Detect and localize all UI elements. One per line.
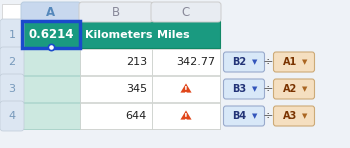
Text: B3: B3 [233, 84, 247, 94]
Text: 342.77: 342.77 [176, 57, 215, 67]
FancyBboxPatch shape [224, 106, 265, 126]
Text: A: A [47, 5, 56, 18]
FancyBboxPatch shape [0, 74, 24, 104]
Text: ÷: ÷ [263, 82, 273, 95]
FancyBboxPatch shape [273, 79, 315, 99]
Text: A3: A3 [282, 111, 297, 121]
Text: ▼: ▼ [252, 59, 258, 66]
Text: ÷: ÷ [263, 56, 273, 69]
Bar [152, 49, 220, 75]
Bar [22, 103, 80, 129]
FancyBboxPatch shape [224, 79, 265, 99]
FancyBboxPatch shape [273, 106, 315, 126]
Bar [80, 76, 152, 102]
Text: A2: A2 [282, 84, 297, 94]
Text: !: ! [184, 113, 188, 122]
Text: 2: 2 [8, 57, 15, 67]
FancyBboxPatch shape [273, 52, 315, 72]
FancyBboxPatch shape [0, 47, 24, 77]
Text: Kilometers: Kilometers [85, 29, 153, 40]
Text: Miles: Miles [157, 29, 190, 40]
FancyBboxPatch shape [0, 19, 24, 50]
Text: 3: 3 [8, 84, 15, 94]
Text: B2: B2 [233, 57, 247, 67]
Text: 1: 1 [8, 29, 15, 40]
Text: ▼: ▼ [302, 86, 308, 92]
Text: !: ! [184, 86, 188, 95]
Text: ▼: ▼ [302, 59, 308, 66]
Text: 213: 213 [126, 57, 147, 67]
Text: B: B [112, 5, 120, 18]
Text: 345: 345 [126, 84, 147, 94]
FancyBboxPatch shape [0, 101, 24, 131]
Text: B4: B4 [233, 111, 247, 121]
Text: 644: 644 [126, 111, 147, 121]
Bar [2, 4, 220, 129]
Bar [22, 76, 80, 102]
Bar [80, 103, 152, 129]
Polygon shape [180, 110, 191, 120]
Text: 0.6214: 0.6214 [28, 28, 74, 41]
Bar [22, 49, 80, 75]
FancyBboxPatch shape [224, 52, 265, 72]
Polygon shape [180, 83, 191, 93]
Text: ▼: ▼ [302, 114, 308, 119]
Text: ÷: ÷ [263, 110, 273, 123]
Bar [22, 21, 220, 48]
Text: A1: A1 [282, 57, 297, 67]
Bar [152, 103, 220, 129]
Text: 4: 4 [8, 111, 15, 121]
Bar [80, 49, 152, 75]
Text: ▼: ▼ [252, 86, 258, 92]
FancyBboxPatch shape [79, 2, 153, 22]
FancyBboxPatch shape [151, 2, 221, 22]
Bar [22, 21, 80, 48]
Bar [152, 76, 220, 102]
Text: C: C [182, 5, 190, 18]
Text: ▼: ▼ [252, 114, 258, 119]
FancyBboxPatch shape [21, 2, 81, 22]
